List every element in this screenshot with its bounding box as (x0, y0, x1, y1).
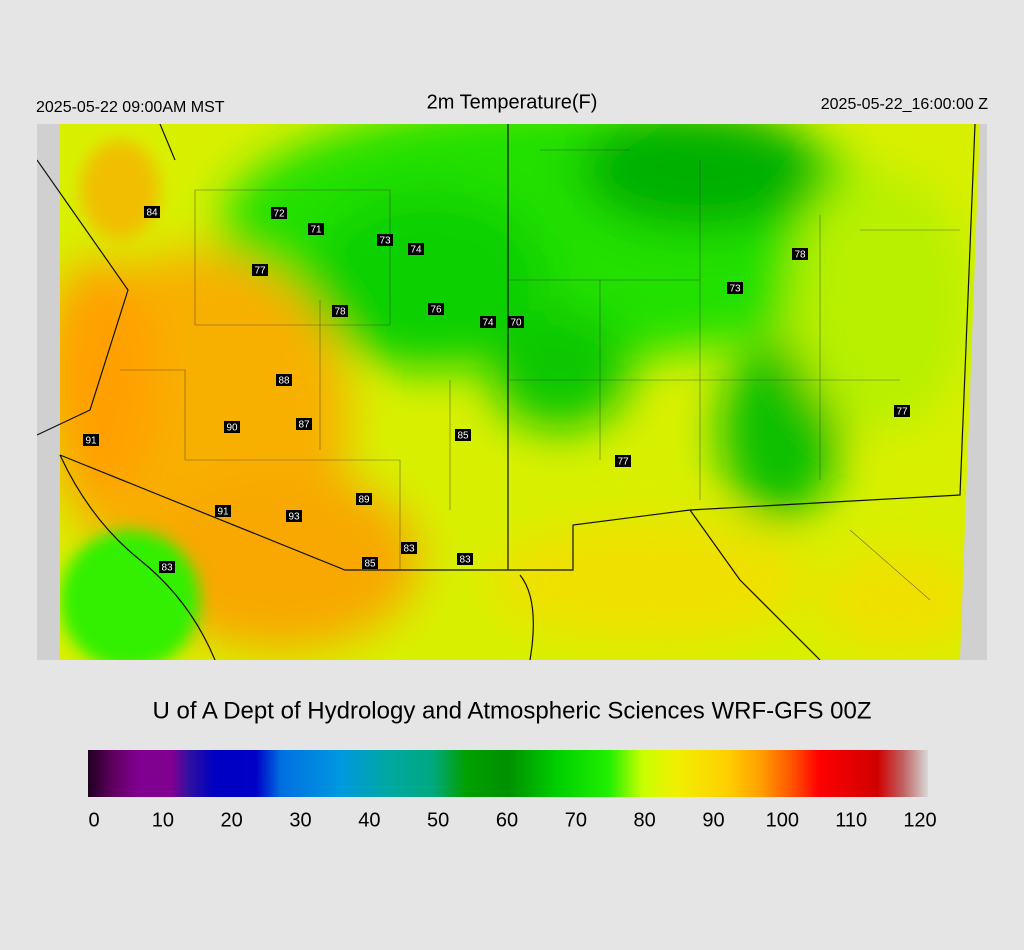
station-box (727, 282, 743, 294)
station-value: 73 (729, 284, 741, 295)
station-value: 89 (358, 495, 370, 506)
station-value: 87 (298, 420, 310, 431)
station-box (362, 557, 378, 569)
station-box (224, 421, 240, 433)
colorbar-tick-label: 70 (565, 809, 587, 831)
station-value: 74 (410, 245, 422, 256)
station-value: 77 (617, 457, 629, 468)
station-value: 84 (146, 208, 158, 219)
station-value: 70 (510, 318, 522, 329)
station-box (792, 248, 808, 260)
station-box (144, 206, 160, 218)
colorbar-tick-label: 80 (634, 809, 656, 831)
station-value: 74 (482, 318, 494, 329)
colorbar-tick-label: 120 (903, 809, 936, 831)
station-box (508, 316, 524, 328)
station-box (276, 374, 292, 386)
colorbar-tick-label: 110 (835, 809, 867, 831)
credit: U of A Dept of Hydrology and Atmospheric… (153, 697, 872, 724)
valid-utc: 2025-05-22_16:00:00 Z (821, 96, 988, 113)
colorbar-ticks: 0 10 20 30 40 50 60 70 80 90 100 110 120 (88, 809, 936, 831)
station-box (615, 455, 631, 467)
colorbar-tick-label: 100 (766, 809, 799, 831)
colorbar-tick-label: 90 (702, 809, 724, 831)
colorbar-tick-label: 30 (289, 809, 311, 831)
station-box (332, 305, 348, 317)
colorbar-tick-label: 40 (358, 809, 380, 831)
station-value: 83 (459, 555, 471, 566)
station-value: 76 (430, 305, 442, 316)
station-value: 90 (226, 423, 238, 434)
station-value: 78 (334, 307, 346, 318)
station-box (308, 223, 324, 235)
station-value: 77 (254, 266, 266, 277)
colorbar (88, 750, 928, 797)
map-title: 2m Temperature(F) (427, 91, 598, 113)
station-box (271, 207, 287, 219)
station-box (377, 234, 393, 246)
station-box (296, 418, 312, 430)
station-box (159, 561, 175, 573)
station-box (356, 493, 372, 505)
station-value: 93 (288, 512, 300, 523)
station-box (457, 553, 473, 565)
station-value: 83 (403, 544, 415, 555)
station-box (480, 316, 496, 328)
station-box (401, 542, 417, 554)
station-value: 83 (161, 563, 173, 574)
station-value: 73 (379, 236, 391, 247)
station-value: 78 (794, 250, 806, 261)
station-value: 88 (278, 376, 290, 387)
station-box (894, 405, 910, 417)
station-box (408, 243, 424, 255)
station-value: 91 (217, 507, 229, 518)
station-box (83, 434, 99, 446)
station-box (428, 303, 444, 315)
station-box (455, 429, 471, 441)
station-value: 85 (364, 559, 376, 570)
station-value: 91 (85, 436, 97, 447)
station-box (215, 505, 231, 517)
colorbar-tick-label: 10 (152, 809, 174, 831)
valid-local: 2025-05-22 09:00AM MST (36, 99, 225, 116)
colorbar-tick-label: 60 (496, 809, 518, 831)
map (37, 124, 987, 660)
station-labels: 84 72 71 73 74 77 78 76 74 70 73 78 88 90 87 85 91 77 77 89… (83, 206, 910, 574)
colorbar-tick-label: 50 (427, 809, 449, 831)
station-value: 71 (310, 225, 322, 236)
station-box (286, 510, 302, 522)
station-box (252, 264, 268, 276)
station-value: 77 (896, 407, 908, 418)
station-value: 85 (457, 431, 469, 442)
colorbar-tick-label: 0 (88, 809, 99, 831)
colorbar-tick-label: 20 (221, 809, 243, 831)
station-value: 72 (273, 209, 285, 220)
